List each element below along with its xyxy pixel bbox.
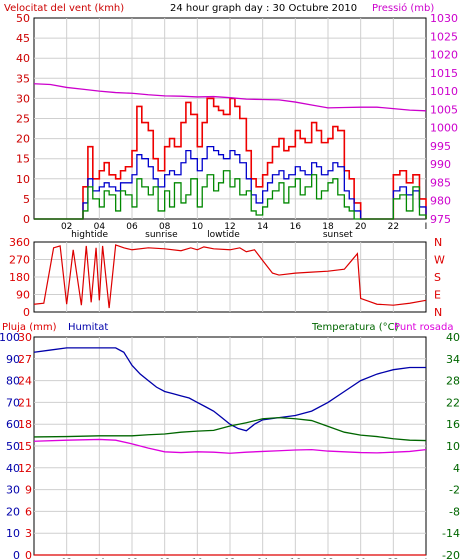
wind-tick-label: 10: [16, 173, 30, 186]
wind-tick-label: 40: [16, 52, 30, 65]
series-gust-line: [34, 97, 427, 220]
pressure-tick-label: 1010: [430, 85, 458, 98]
pressure-tick-label: 1005: [430, 103, 458, 116]
rain-tick-label: 30: [18, 331, 32, 344]
wind-tick-label: 15: [16, 153, 30, 166]
humidity-tick-label: 0: [13, 549, 20, 559]
humidity-axis-label: Humitat: [68, 322, 108, 333]
wind-tick-label: 35: [16, 72, 30, 85]
series-temperature-line: [33, 417, 427, 442]
series-wind_avg-line: [34, 145, 427, 220]
humidity-tick-label: 70: [6, 396, 20, 409]
series-dewpoint-line: [33, 438, 427, 454]
pressure-tick-label: 975: [430, 213, 451, 226]
wind-tick-label: 5: [23, 193, 30, 206]
direction-tick-label: 0: [23, 306, 30, 319]
wind-tick-label: 50: [16, 12, 30, 25]
rain-tick-label: 0: [25, 549, 32, 559]
temperature-tick-label: 10: [446, 440, 460, 453]
pressure-tick-label: 980: [430, 195, 451, 208]
x-tick-label: 06: [126, 222, 138, 232]
pressure-tick-label: 985: [430, 176, 451, 189]
pressure-tick-label: 1020: [430, 49, 458, 62]
x-event-label: sunset: [323, 230, 353, 240]
compass-label: W: [434, 254, 445, 267]
temperature-tick-label: -2: [449, 484, 460, 497]
rain-tick-label: 21: [18, 396, 32, 409]
humidity-tick-label: 90: [6, 353, 20, 366]
wind-tick-label: 30: [16, 92, 30, 105]
temperature-tick-label: -8: [449, 505, 460, 518]
temperature-tick-label: 16: [446, 418, 460, 431]
pressure-tick-label: 990: [430, 158, 451, 171]
temperature-tick-label: -14: [442, 527, 460, 540]
x-tick-label: 16: [290, 222, 302, 232]
pressure-tick-label: 1030: [430, 12, 458, 25]
direction-tick-label: 270: [9, 254, 30, 267]
wind-axis-label: Velocitat del vent (kmh): [4, 3, 124, 14]
x-tick-label: I: [425, 222, 428, 232]
x-tick-label: 22: [388, 222, 399, 232]
pressure-tick-label: 995: [430, 140, 451, 153]
rain-tick-label: 6: [25, 505, 32, 518]
wind-tick-label: 0: [23, 213, 30, 226]
rain-axis-label: Pluja (mm): [2, 322, 57, 333]
humidity-tick-label: 60: [6, 418, 20, 431]
series-wind_min-line: [34, 170, 427, 220]
x-tick-label: 18: [322, 222, 334, 232]
pressure-tick-label: 1015: [430, 67, 458, 80]
series-humidity-line: [33, 347, 426, 432]
compass-label: N: [434, 306, 442, 319]
x-tick-label: 12: [224, 222, 235, 232]
humidity-tick-label: 80: [6, 375, 20, 388]
pressure-axis-label: Pressió (mb): [372, 2, 434, 14]
temperature-tick-label: 28: [446, 375, 460, 388]
humidity-tick-label: 20: [6, 505, 20, 518]
humidity-tick-label: 30: [6, 484, 20, 497]
x-tick-label: 20: [355, 222, 367, 232]
temperature-tick-label: 22: [446, 396, 460, 409]
dewpoint-axis-label: Punt rosada: [394, 322, 453, 333]
humidity-tick-label: 100: [0, 331, 20, 344]
rain-tick-label: 27: [18, 353, 32, 366]
pressure-tick-label: 1000: [430, 122, 458, 135]
temperature-tick-label: 40: [446, 331, 460, 344]
x-tick-label: 14: [257, 222, 269, 232]
x-tick-label: 02: [61, 222, 72, 232]
humidity-tick-label: 40: [6, 462, 20, 475]
x-event-label: sunrise: [145, 230, 178, 240]
rain-tick-label: 18: [18, 418, 32, 431]
compass-label: N: [434, 236, 442, 249]
temperature-tick-label: -20: [442, 549, 460, 559]
x-tick-label: 04: [94, 222, 106, 232]
wind-tick-label: 45: [16, 32, 30, 45]
rain-tick-label: 9: [25, 484, 32, 497]
temperature-tick-label: 4: [453, 462, 460, 475]
humidity-tick-label: 10: [6, 527, 20, 540]
direction-tick-label: 360: [9, 236, 30, 249]
x-event-label: hightide: [71, 230, 108, 240]
rain-tick-label: 3: [25, 527, 32, 540]
chart-title: 24 hour graph day : 30 Octubre 2010: [170, 3, 357, 14]
series-pressure-line: [33, 83, 427, 112]
rain-tick-label: 24: [18, 375, 32, 388]
temperature-tick-label: 34: [446, 353, 460, 366]
compass-label: E: [434, 289, 441, 302]
rain-tick-label: 12: [18, 462, 32, 475]
direction-tick-label: 180: [9, 271, 30, 284]
temperature-axis-label: Temperatura (°C): [311, 322, 399, 333]
x-event-label: lowtide: [207, 230, 240, 240]
wind-tick-label: 20: [16, 133, 30, 146]
pressure-tick-label: 1025: [430, 30, 458, 43]
wind-tick-label: 25: [16, 113, 30, 126]
rain-tick-label: 15: [18, 440, 32, 453]
x-tick-label: 08: [159, 222, 171, 232]
compass-label: S: [434, 271, 441, 284]
direction-tick-label: 90: [16, 289, 30, 302]
series-direction-line: [33, 244, 427, 309]
humidity-tick-label: 50: [6, 440, 20, 453]
x-tick-label: 10: [192, 222, 204, 232]
